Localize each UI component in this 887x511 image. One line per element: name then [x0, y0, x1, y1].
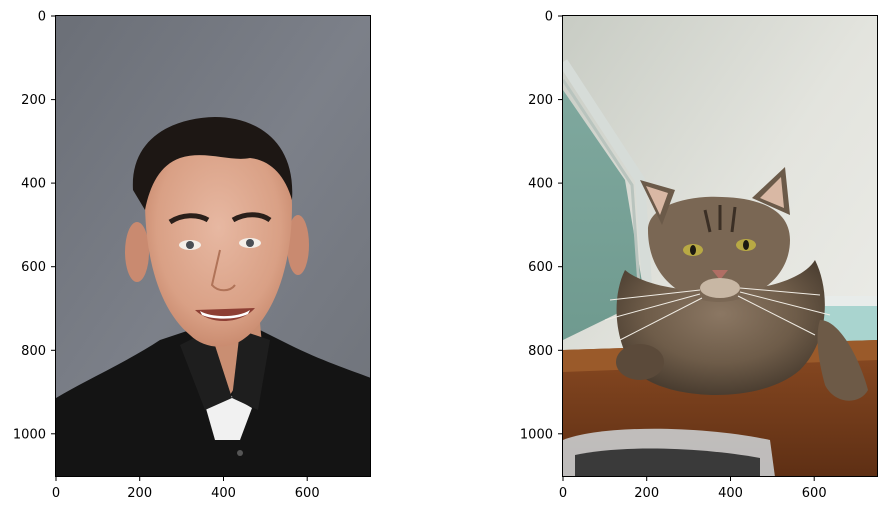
- left-x-axis: 0 200 400 600: [52, 477, 320, 501]
- right-xtick-label: 0: [559, 486, 567, 501]
- left-xtick-label: 200: [127, 486, 152, 501]
- left-ytick-label: 800: [21, 344, 46, 359]
- right-ytick-label: 400: [528, 177, 553, 192]
- right-panel: 0 200 400 600 0 200 400 600 800 1000: [520, 10, 878, 501]
- left-ytick-label: 400: [21, 177, 46, 192]
- left-axes-frame: [55, 15, 371, 477]
- right-ytick-label: 800: [528, 344, 553, 359]
- left-y-axis: 0 200 400 600 800 1000: [13, 10, 56, 442]
- right-ytick-label: 600: [528, 260, 553, 275]
- right-xtick-label: 600: [802, 486, 827, 501]
- right-xtick-label: 200: [634, 486, 659, 501]
- left-ytick-label: 600: [21, 260, 46, 275]
- left-xtick-label: 600: [295, 486, 320, 501]
- left-ytick-label: 200: [21, 93, 46, 108]
- left-ytick-label: 0: [38, 10, 46, 25]
- left-xtick-label: 0: [52, 486, 60, 501]
- right-axes-frame: [562, 15, 878, 477]
- right-ytick-label: 0: [545, 10, 553, 25]
- right-ytick-label: 1000: [520, 427, 553, 442]
- left-panel: 0 200 400 600 0 200 400 600 800 1000: [13, 10, 371, 501]
- right-x-axis: 0 200 400 600: [559, 477, 827, 501]
- portrait-image: [56, 16, 371, 477]
- right-xtick-label: 400: [718, 486, 743, 501]
- cat-image: [563, 16, 878, 477]
- left-xtick-label: 400: [211, 486, 236, 501]
- right-y-axis: 0 200 400 600 800 1000: [520, 10, 563, 442]
- right-ytick-label: 200: [528, 93, 553, 108]
- left-ytick-label: 1000: [13, 427, 46, 442]
